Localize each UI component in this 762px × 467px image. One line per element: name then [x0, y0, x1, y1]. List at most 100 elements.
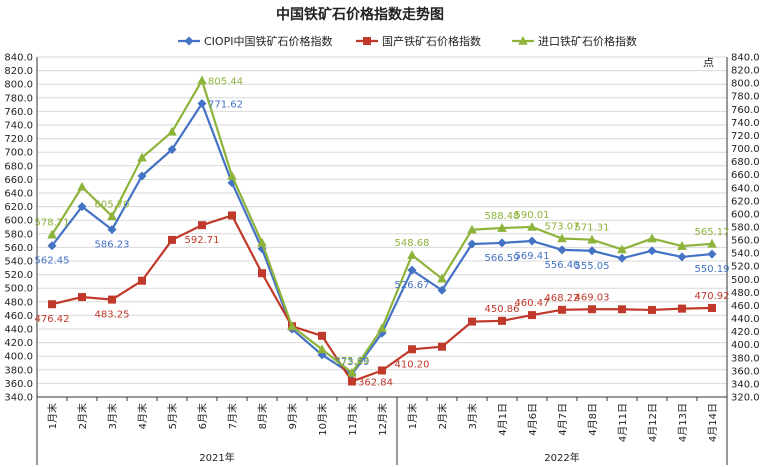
left-y-tick-label: 400.0 [4, 352, 33, 363]
axes [36, 57, 728, 398]
right-y-tick-label: 440.0 [731, 314, 760, 325]
data-point [377, 323, 387, 333]
data-label: 476.42 [35, 314, 70, 325]
x-tick-label: 7月末 [226, 403, 239, 429]
data-point [467, 239, 477, 249]
data-point [497, 223, 507, 232]
legend: CIOPI中国铁矿石价格指数 国产铁矿石价格指数 进口铁矿石价格指数 [178, 34, 637, 48]
left-y-tick-label: 460.0 [4, 311, 33, 322]
data-label: 375.63 [335, 356, 370, 367]
data-label: 483.25 [95, 310, 130, 321]
data-point [197, 98, 207, 108]
right-y-tick-label: 580.0 [731, 223, 760, 234]
x-group-label: 2022年 [544, 451, 579, 464]
legend-marker [184, 36, 194, 46]
right-y-tick-label: 540.0 [731, 249, 760, 260]
data-point [498, 316, 506, 325]
data-point [77, 202, 87, 212]
left-y-tick-label: 580.0 [4, 229, 33, 240]
data-label: 565.17 [695, 227, 730, 238]
data-point [557, 245, 567, 255]
left-y-tick-label: 480.0 [4, 297, 33, 308]
data-label: 526.67 [395, 280, 430, 291]
data-label: 556.40 [545, 260, 580, 271]
data-point [678, 304, 686, 313]
data-label: 586.23 [95, 240, 130, 251]
right-y-tick-label: 620.0 [731, 196, 760, 207]
data-label: 605.70 [95, 199, 130, 210]
data-point [467, 224, 477, 234]
left-y-tick-label: 500.0 [4, 284, 33, 295]
data-point [617, 253, 627, 263]
series-2 [47, 75, 717, 377]
data-labels: 562.45 586.23 771.62 373.59 526.67 566.59569.… [35, 77, 730, 389]
data-label: 362.84 [358, 377, 393, 388]
x-group-label: 2021年 [199, 451, 234, 464]
data-point [347, 367, 357, 377]
data-point [197, 75, 207, 85]
x-tick-label: 8月末 [256, 403, 269, 429]
data-label: 592.71 [185, 235, 220, 246]
data-label: 805.44 [208, 77, 243, 88]
data-point [318, 331, 326, 340]
left-y-tick-label: 440.0 [4, 325, 33, 336]
data-label: 460.47 [515, 298, 550, 309]
left-y-tick-label: 680.0 [4, 161, 33, 172]
data-point [707, 249, 717, 259]
data-point [138, 276, 146, 285]
data-point [677, 252, 687, 262]
data-point [348, 377, 356, 386]
left-y-tick-label: 380.0 [4, 365, 33, 376]
data-point [587, 246, 597, 256]
x-tick-label: 10月末 [316, 403, 329, 436]
x-tick-label: 4月7日 [557, 403, 569, 436]
right-y-tick-label: 780.0 [731, 92, 760, 103]
data-point [557, 233, 567, 243]
data-point [438, 342, 446, 351]
right-y-tick-label: 660.0 [731, 170, 760, 181]
data-point [137, 171, 147, 181]
right-y-tick-label: 720.0 [731, 131, 760, 142]
right-y-tick-label: 600.0 [731, 209, 760, 220]
x-tick-label: 11月末 [346, 403, 359, 436]
data-point [257, 237, 267, 247]
data-label: 588.48 [485, 211, 520, 222]
x-tick-label: 4月8日 [587, 403, 599, 436]
data-label: 550.19 [695, 264, 730, 275]
data-point [588, 305, 596, 314]
x-tick-label: 4月11日 [617, 403, 629, 442]
left-y-tick-label: 800.0 [4, 80, 33, 91]
data-point [108, 295, 116, 304]
data-label: 562.45 [35, 256, 70, 267]
data-point [558, 305, 566, 314]
data-point [408, 345, 416, 354]
left-y-tick-label: 540.0 [4, 257, 33, 268]
right-y-tick-label: 820.0 [731, 66, 760, 77]
data-label: 569.41 [515, 251, 550, 262]
x-tick-label: 4月14日 [707, 403, 719, 442]
right-y-tick-label: 480.0 [731, 288, 760, 299]
data-point [47, 229, 57, 239]
right-y-tick-label: 680.0 [731, 157, 760, 168]
legend-label: 国产铁矿石价格指数 [382, 34, 481, 48]
series-lines [47, 75, 717, 386]
data-point [227, 171, 237, 180]
data-point [48, 300, 56, 309]
data-point [528, 311, 536, 320]
legend-label: CIOPI中国铁矿石价格指数 [204, 34, 332, 48]
right-y-tick-label: 840.0 [731, 53, 760, 64]
data-point [647, 233, 657, 243]
data-point [228, 211, 236, 220]
data-point [167, 126, 177, 136]
data-label: 566.59 [485, 253, 520, 264]
left-y-tick-label: 820.0 [4, 66, 33, 77]
right-y-tick-label: 800.0 [731, 79, 760, 90]
data-label: 469.03 [575, 292, 610, 303]
data-point [168, 235, 176, 244]
data-label: 470.92 [695, 291, 730, 302]
data-label: 410.20 [395, 359, 430, 370]
left-y-tick-label: 840.0 [4, 53, 33, 64]
data-point [407, 265, 417, 275]
left-y-tick-label: 640.0 [4, 189, 33, 200]
x-tick-label: 3月末 [466, 403, 479, 429]
